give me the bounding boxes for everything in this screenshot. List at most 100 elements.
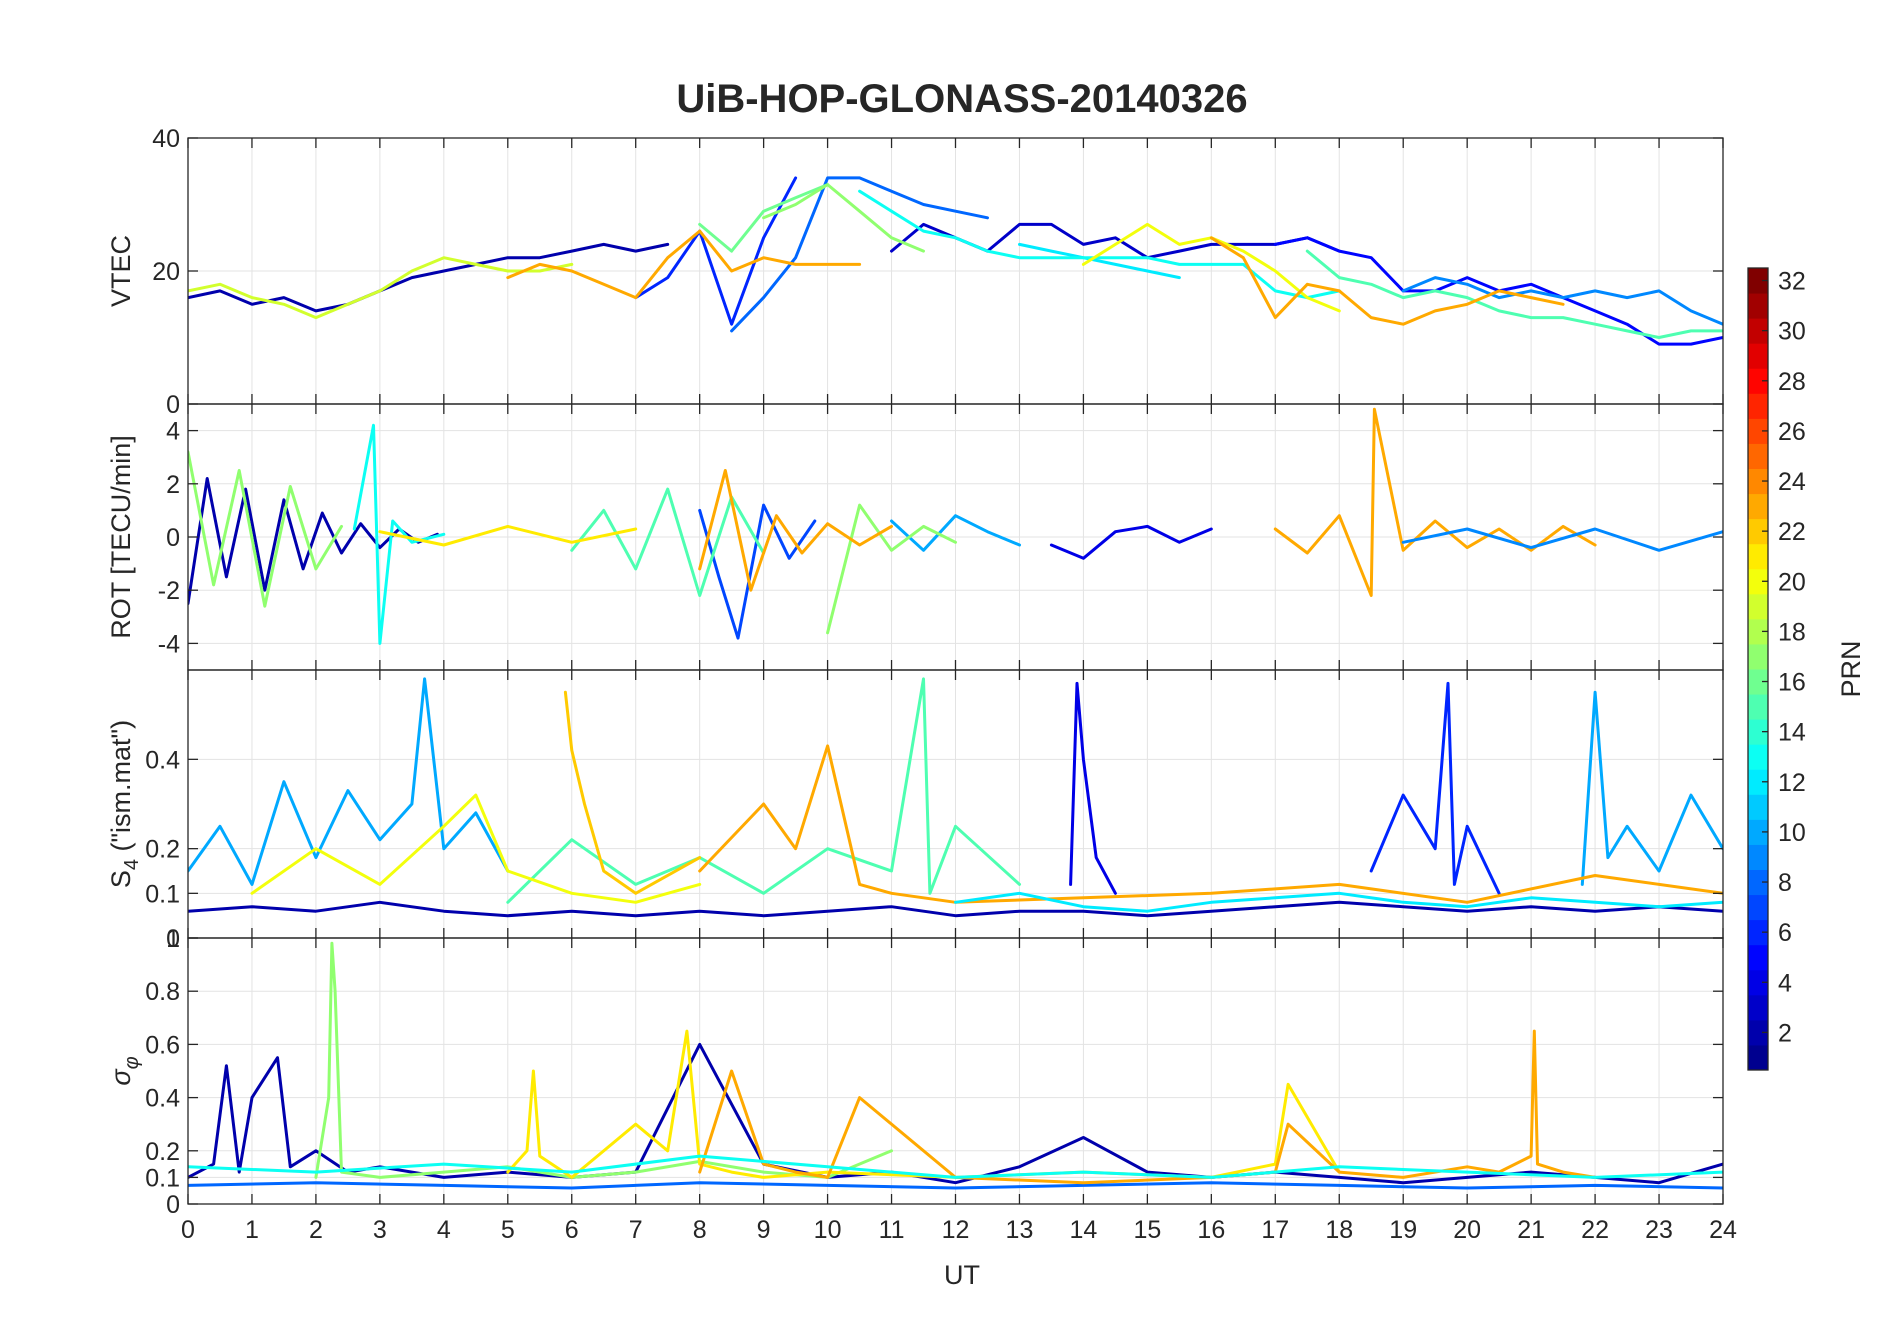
colorbar-segment — [1748, 543, 1768, 570]
grid-lines — [187, 137, 1724, 405]
colorbar-segment — [1748, 869, 1768, 896]
series-line-prn-23 — [698, 469, 893, 592]
series-line-prn-4 — [1049, 524, 1213, 560]
y-axis-label-rot: ROT [TECU/min] — [106, 435, 136, 639]
series-line-prn-4 — [1069, 681, 1117, 895]
series-line-prn-15 — [506, 677, 1021, 904]
y-tick-label: 4 — [166, 418, 180, 446]
x-tick-label: 7 — [629, 1216, 643, 1244]
series-line-prn-12 — [1018, 242, 1181, 280]
colorbar-tick-label: 26 — [1778, 418, 1806, 446]
x-tick-label: 23 — [1645, 1216, 1673, 1244]
colorbar-segment — [1748, 769, 1768, 795]
y-tick-label: -4 — [158, 630, 180, 658]
y-tick-label: 0.1 — [145, 1164, 180, 1192]
colorbar-segment — [1748, 493, 1768, 520]
colorbar-segment — [1748, 318, 1768, 344]
colorbar-segment — [1748, 669, 1768, 695]
y-tick-label: 0.1 — [145, 880, 180, 908]
x-axis-label: UT — [944, 1260, 980, 1290]
y-axis-label-sigma_phi: σφ — [106, 1056, 143, 1085]
colorbar-segment — [1748, 744, 1768, 770]
series-line-prn-15 — [570, 487, 766, 597]
y-tick-label: 40 — [152, 125, 180, 153]
colorbar-segment — [1748, 994, 1768, 1021]
x-tick-label: 21 — [1517, 1216, 1545, 1244]
y-tick-label: 0.6 — [145, 1031, 180, 1059]
series-line-prn-10 — [188, 677, 510, 886]
y-tick-label: 0.4 — [145, 746, 180, 774]
colorbar-segment — [1748, 1019, 1768, 1046]
colorbar-tick-label: 18 — [1778, 618, 1806, 646]
x-tick-label: 11 — [879, 1216, 905, 1244]
colorbar-segment — [1748, 593, 1768, 620]
colorbar-segment — [1748, 819, 1768, 845]
x-tick-label: 20 — [1453, 1216, 1481, 1244]
series-line-prn-16 — [698, 183, 830, 253]
series-group — [188, 176, 1723, 346]
series-group — [188, 677, 1723, 918]
x-tick-label: 6 — [565, 1216, 579, 1244]
panel-rot: -4 -2 0 2 4 ROT [TECU/min] — [106, 403, 1724, 671]
series-line-prn-21 — [378, 524, 638, 547]
series-line-prn-22 — [563, 690, 702, 895]
series-line-prn-13 — [188, 1154, 1723, 1179]
x-tick-label: 12 — [942, 1216, 970, 1244]
series-line-prn-3 — [890, 222, 1341, 260]
colorbar-segment — [1748, 568, 1768, 595]
x-tick-label: 3 — [373, 1216, 387, 1244]
y-tick-label: 0 — [166, 925, 180, 953]
colorbar-segment — [1748, 618, 1768, 645]
colorbar-tick-label: 22 — [1778, 518, 1806, 546]
colorbar-segment — [1748, 643, 1768, 670]
colorbar-segment — [1748, 293, 1768, 319]
x-tick-label: 19 — [1389, 1216, 1417, 1244]
x-tick-label: 0 — [181, 1216, 195, 1244]
colorbar-segment — [1748, 719, 1768, 745]
series-line-prn-17 — [188, 450, 343, 608]
series-line-prn-21 — [506, 1029, 1341, 1179]
colorbar-segment — [1748, 268, 1768, 294]
y-tick-label: 1 — [166, 925, 180, 953]
x-tick-label: 16 — [1197, 1216, 1225, 1244]
x-tick-label: 13 — [1006, 1216, 1034, 1244]
x-tick-label: 1 — [245, 1216, 259, 1244]
y-tick-label: 0 — [166, 524, 180, 552]
colorbar-segment — [1748, 894, 1768, 921]
colorbar-tick-label: 24 — [1778, 468, 1806, 496]
x-tick-label: 2 — [309, 1216, 323, 1244]
series-line-prn-2 — [188, 477, 439, 605]
colorbar-segment — [1748, 944, 1768, 971]
series-line-prn-6 — [1369, 681, 1501, 895]
x-tick-label: 17 — [1261, 1216, 1289, 1244]
series-line-prn-9 — [1401, 527, 1723, 552]
colorbar-tick-label: 14 — [1778, 719, 1806, 747]
panel-vtec: 0 20 40 VTEC — [106, 125, 1724, 419]
series-group — [188, 941, 1723, 1190]
series-line-prn-10 — [890, 514, 1021, 552]
colorbar-segment — [1748, 368, 1768, 394]
series-line-prn-17 — [314, 941, 893, 1179]
y-axis-label-vtec: VTEC — [106, 235, 136, 307]
x-tick-label: 9 — [757, 1216, 771, 1244]
chart-title: UiB-HOP-GLONASS-20140326 — [676, 77, 1247, 121]
x-tick-label: 14 — [1070, 1216, 1098, 1244]
x-tick-label: 5 — [501, 1216, 515, 1244]
series-line-prn-2 — [188, 242, 670, 313]
series-line-prn-6 — [634, 176, 798, 326]
colorbar-tick-label: 28 — [1778, 368, 1806, 396]
y-tick-label: 0.4 — [145, 1085, 180, 1113]
y-tick-label: -2 — [158, 577, 180, 605]
colorbar-segment — [1748, 1044, 1768, 1071]
series-line-prn-15 — [1305, 249, 1723, 339]
y-tick-label: 0.2 — [145, 1138, 180, 1166]
series-line-prn-19 — [188, 256, 574, 320]
x-tick-label: 22 — [1581, 1216, 1609, 1244]
y-axis-label-s4: S4 ("ism.mat") — [106, 720, 143, 888]
colorbar-tick-label: 8 — [1778, 869, 1792, 897]
series-line-prn-12 — [954, 891, 1723, 913]
x-tick-label: 10 — [814, 1216, 842, 1244]
